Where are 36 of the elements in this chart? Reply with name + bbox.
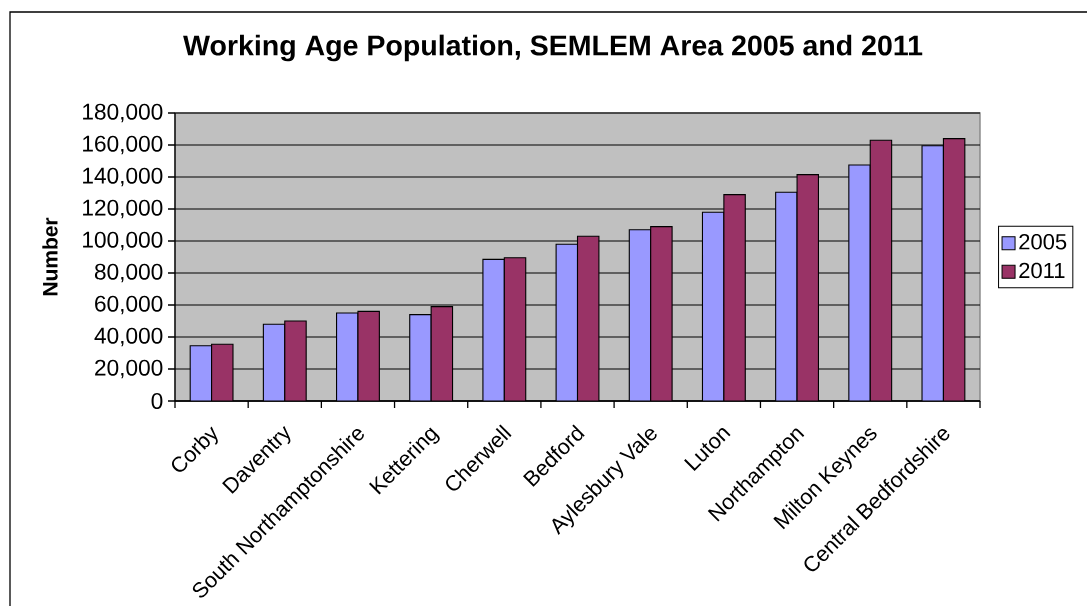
bar: [211, 343, 234, 401]
y-tick-label: 80,000: [94, 263, 163, 283]
bar: [628, 229, 652, 401]
y-axis-title: Number: [42, 217, 58, 296]
bar: [723, 194, 746, 401]
bar: [189, 345, 213, 401]
bar: [869, 139, 893, 401]
bar: [284, 320, 307, 401]
legend-label: 2005: [1019, 233, 1067, 250]
y-tick-label: 160,000: [83, 135, 163, 155]
bar: [336, 312, 359, 401]
bar: [650, 226, 673, 401]
bar: [409, 314, 432, 401]
bar: [262, 323, 286, 401]
legend-label: 2011: [1019, 262, 1065, 279]
y-tick-label: 140,000: [83, 167, 163, 187]
y-tick-label: 40,000: [94, 327, 163, 347]
bar: [357, 310, 380, 401]
bar: [482, 258, 505, 401]
bar: [775, 191, 798, 401]
y-tick-label: 120,000: [83, 199, 163, 219]
y-tick-label: 60,000: [95, 295, 163, 315]
y-tick-label: 0: [151, 392, 163, 410]
y-tick-label: 180,000: [83, 103, 163, 123]
bar: [701, 211, 725, 401]
y-tick-label: 100,000: [83, 231, 163, 251]
bar: [942, 138, 966, 401]
chart-title: Working Age Population, SEMLEM Area 2005 and 2011: [183, 34, 923, 62]
bar: [848, 164, 871, 401]
bar: [921, 145, 944, 401]
bar: [796, 174, 820, 401]
bar: [430, 306, 454, 401]
y-tick-label: 20,000: [95, 359, 163, 379]
bar: [555, 243, 579, 401]
bar: [503, 257, 527, 401]
bar: [576, 235, 600, 401]
